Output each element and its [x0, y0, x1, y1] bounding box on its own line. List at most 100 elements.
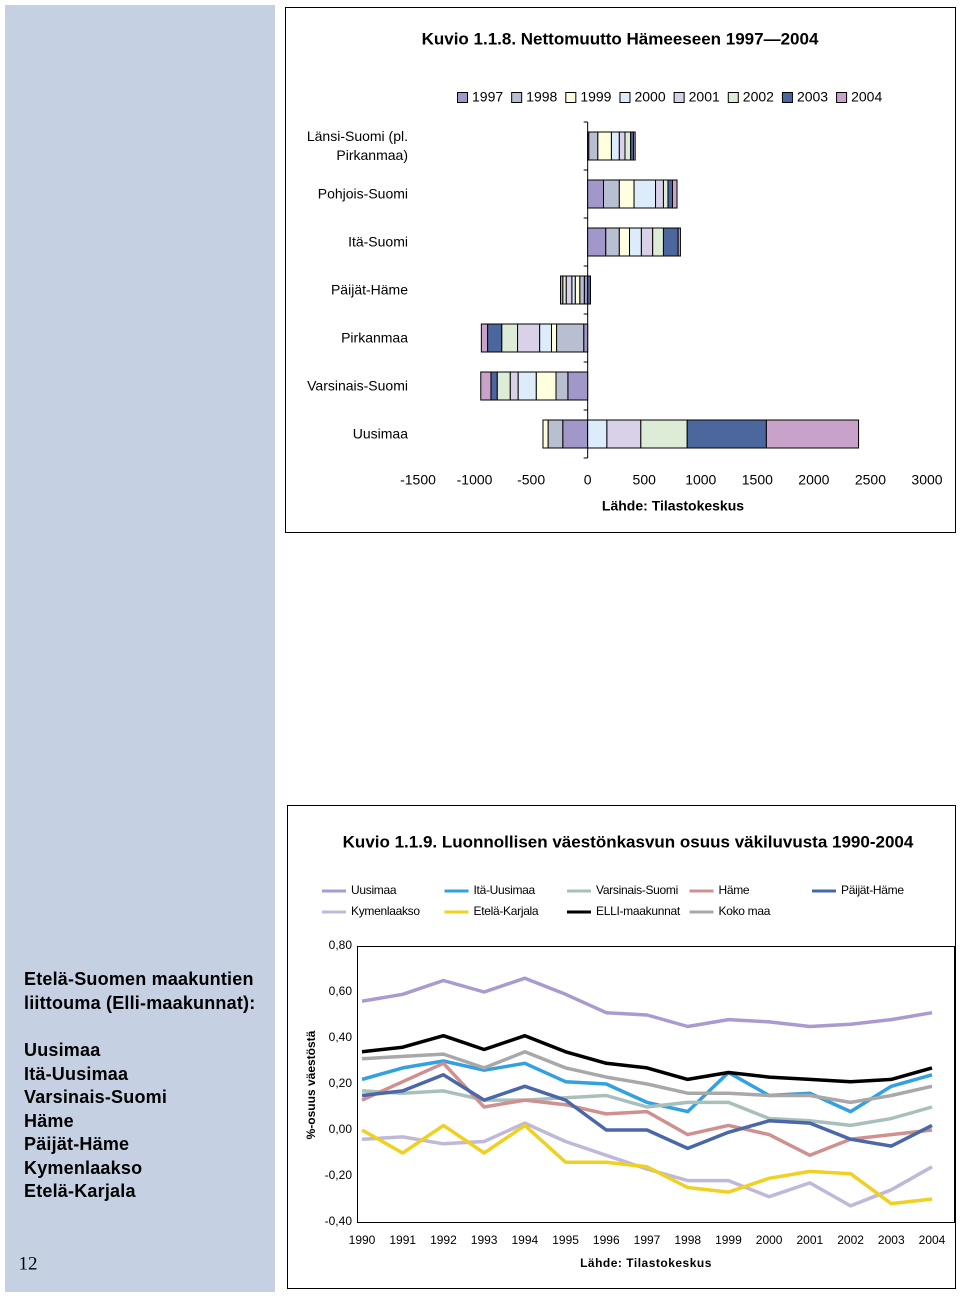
bar-segment: [587, 419, 608, 449]
x-tick-label: 1991: [389, 1233, 416, 1247]
legend-swatch: [565, 92, 577, 103]
legend-label: Päijät-Häme: [841, 883, 904, 897]
y-tick-label: 0,60: [329, 984, 353, 998]
legend-label: Häme: [719, 883, 750, 897]
bar-segment: [597, 131, 612, 161]
bar-segment: [535, 371, 557, 401]
y-axis-label: %-osuus väestöstä: [304, 1030, 318, 1139]
legend-swatch: [619, 92, 631, 103]
x-tick-label: 2003: [878, 1233, 905, 1247]
x-tick-label: 1999: [715, 1233, 742, 1247]
sidebar-heading: Etelä-Suomen maakuntien liittouma (Elli-…: [24, 969, 256, 1013]
bar-segment: [605, 227, 620, 257]
bar-segment: [571, 275, 576, 305]
bar-segment: [618, 179, 635, 209]
legend-label: 2003: [797, 89, 828, 105]
bar-segment: [606, 419, 642, 449]
bar-segment: [633, 179, 657, 209]
legend-label: Uusimaa: [351, 883, 397, 897]
x-tick-label: -1000: [457, 472, 493, 488]
x-tick-label: 1990: [349, 1233, 376, 1247]
y-tick-label: 0,40: [329, 1030, 353, 1044]
legend-swatch: [457, 92, 468, 103]
chart-source: Lähde: Tilastokeskus: [580, 1256, 712, 1270]
bar-segment: [677, 227, 681, 257]
y-tick-label: Varsinais-Suomi: [307, 377, 408, 394]
y-tick-label: 0,80: [329, 938, 353, 952]
bar-segment: [574, 275, 581, 305]
legend-label: Etelä-Karjala: [474, 904, 539, 918]
y-tick-label: -0,20: [325, 1168, 353, 1182]
bar-segment: [583, 323, 589, 353]
y-tick-label: Pohjois-Suomi: [317, 185, 408, 202]
data-line: [361, 1059, 933, 1114]
x-tick-label: 2001: [797, 1233, 824, 1247]
data-line: [361, 1033, 933, 1084]
bar-segment: [618, 131, 626, 161]
page-number: 12: [19, 1253, 38, 1274]
legend-label: Koko maa: [719, 904, 771, 918]
bar-segment: [672, 179, 678, 209]
y-tick-label: -0,40: [325, 1214, 353, 1228]
data-line: [361, 1073, 933, 1151]
data-line: [361, 1061, 933, 1158]
bar-segment: [550, 323, 558, 353]
bar-segment: [587, 179, 605, 209]
bar-segment: [583, 275, 589, 305]
bar-segment: [567, 371, 589, 401]
bar-segment: [640, 227, 654, 257]
bar-segment: [542, 419, 549, 449]
legend-label: 2001: [689, 89, 720, 105]
x-tick-label: 1992: [430, 1233, 457, 1247]
legend-label: 2004: [851, 89, 882, 105]
x-tick-label: 1993: [471, 1233, 498, 1247]
bar-segment: [610, 131, 620, 161]
x-tick-label: 500: [633, 472, 657, 488]
y-tick-label: Itä-Suomi: [348, 233, 408, 250]
y-tick-label: Uusimaa: [352, 425, 408, 442]
bar-segment: [603, 179, 620, 209]
legend-label: 1998: [526, 89, 557, 105]
bar-segment: [562, 419, 589, 449]
legend-label: Varsinais-Suomi: [596, 883, 678, 897]
sidebar-item: Etelä-Karjala: [24, 1181, 136, 1201]
chart-frame: [287, 805, 956, 1289]
legend-label: 1999: [580, 89, 611, 105]
bar-segment: [618, 227, 631, 257]
x-tick-label: 2000: [798, 472, 829, 488]
legend-swatch: [673, 92, 685, 103]
bar-segment: [588, 131, 599, 161]
bar-segment: [560, 275, 564, 305]
x-tick-label: 2002: [837, 1233, 864, 1247]
bar-segment: [501, 323, 519, 353]
legend-swatch: [511, 92, 523, 103]
legend-label: 1997: [472, 89, 503, 105]
y-tick-label: Päijät-Häme: [330, 281, 408, 298]
x-tick-label: 0: [584, 472, 592, 488]
data-line: [361, 1121, 933, 1208]
bar-segment: [562, 275, 567, 305]
sidebar-item: Päijät-Häme: [24, 1134, 130, 1154]
sidebar-background: [5, 5, 275, 1292]
bar-segment: [686, 419, 767, 449]
bar-segment: [629, 227, 642, 257]
sidebar-item: Uusimaa: [24, 1040, 101, 1060]
legend-swatch: [781, 92, 793, 103]
sidebar-item: Itä-Uusimaa: [24, 1063, 129, 1084]
bar-segment: [579, 275, 585, 305]
data-line: [361, 976, 933, 1029]
sidebar-item: Varsinais-Suomi: [24, 1087, 168, 1107]
bar-segment: [496, 371, 511, 401]
x-tick-label: 2000: [756, 1233, 783, 1247]
legend-label: ELLI-maakunnat: [596, 904, 681, 918]
chart-source: Lähde: Tilastokeskus: [602, 498, 744, 514]
bar-segment: [662, 227, 679, 257]
bar-segment: [655, 179, 664, 209]
bar-segment: [652, 227, 664, 257]
chart-title: Kuvio 1.1.9. Luonnollisen väestönkasvun …: [343, 832, 914, 851]
bar-segment: [624, 131, 632, 161]
x-tick-label: 1998: [674, 1233, 701, 1247]
y-tick-label: 0,00: [329, 1122, 353, 1136]
legend-label: Kymenlaakso: [351, 904, 420, 918]
